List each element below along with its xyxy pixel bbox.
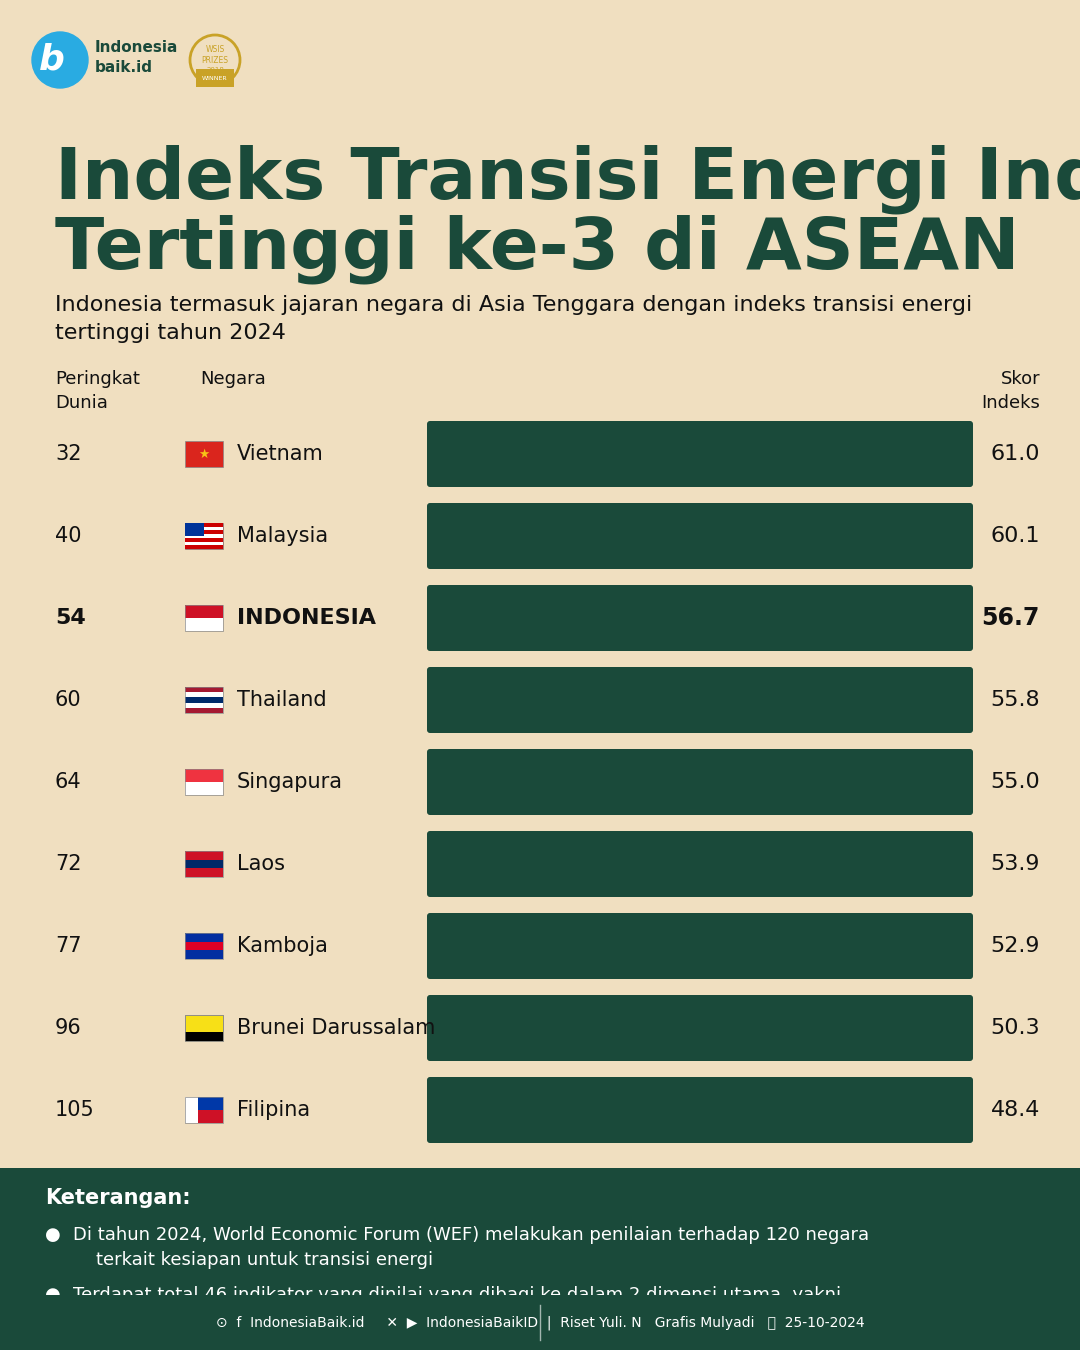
Bar [185,526,222,531]
Text: 2018: 2018 [206,68,224,73]
Bar [185,618,222,630]
Text: baik.id: baik.id [95,61,153,76]
Bar [185,769,222,782]
Text: Indonesia termasuk jajaran negara di Asia Tenggara dengan indeks transisi energi: Indonesia termasuk jajaran negara di Asi… [55,296,972,343]
Bar [185,933,222,942]
Text: 53.9: 53.9 [990,855,1040,873]
Text: 55.8: 55.8 [990,690,1040,710]
FancyBboxPatch shape [427,749,973,815]
FancyBboxPatch shape [427,1077,973,1143]
Text: –  performa sistem: – performa sistem [100,1318,269,1336]
Text: ⊙  f  IndonesiaBaik.id     ✕  ▶  IndonesiaBaikID  |  Riset Yuli. N   Grafis Muly: ⊙ f IndonesiaBaik.id ✕ ▶ IndonesiaBaikID… [216,1316,864,1330]
Bar [185,522,204,536]
Text: 40: 40 [55,526,81,545]
FancyBboxPatch shape [427,832,973,896]
Bar [185,1098,222,1123]
Text: Brunei Darussalam: Brunei Darussalam [237,1018,435,1038]
Bar [185,698,222,702]
Bar [185,605,222,630]
Bar [185,522,222,549]
Bar [185,537,222,541]
Bar [185,707,222,713]
Bar [185,687,222,693]
Bar [185,850,222,860]
Text: ●: ● [45,1226,60,1243]
Bar [185,1110,222,1123]
Bar [0,1168,1080,1295]
Text: Malaysia: Malaysia [237,526,328,545]
Text: 96: 96 [55,1018,82,1038]
Bar [185,441,222,467]
Text: 105: 105 [55,1100,95,1120]
Bar [185,693,222,698]
Text: INDONESIA: INDONESIA [237,608,376,628]
Text: 72: 72 [55,855,81,873]
Text: Indonesia: Indonesia [95,40,178,55]
Text: b: b [39,43,65,77]
Bar [185,687,222,713]
Text: 54: 54 [55,608,85,628]
Bar [185,545,222,549]
Text: Keterangan:: Keterangan: [45,1188,191,1208]
Text: 48.4: 48.4 [990,1100,1040,1120]
Text: Laos: Laos [237,855,285,873]
Bar [185,950,222,958]
Bar [0,1295,1080,1350]
Bar [185,1098,198,1123]
Text: Terdapat total 46 indikator yang dinilai yang dibagi ke dalam 2 dimensi utama, y: Terdapat total 46 indikator yang dinilai… [73,1287,841,1304]
Text: Vietnam: Vietnam [237,444,324,464]
Text: –  kesiapan transisi: – kesiapan transisi [100,1345,273,1350]
FancyBboxPatch shape [427,667,973,733]
Bar [185,769,222,795]
Text: 50.3: 50.3 [990,1018,1040,1038]
FancyBboxPatch shape [427,995,973,1061]
Text: Skor
Indeks: Skor Indeks [981,370,1040,412]
Text: 77: 77 [55,936,81,956]
Text: WSIS
PRIZES: WSIS PRIZES [202,46,229,65]
Text: 64: 64 [55,772,82,792]
Text: Thailand: Thailand [237,690,326,710]
Text: 60.1: 60.1 [990,526,1040,545]
Circle shape [32,32,87,88]
Text: ●: ● [45,1287,60,1304]
Bar [185,1015,222,1041]
Text: Filipina: Filipina [237,1100,310,1120]
FancyBboxPatch shape [427,421,973,487]
Text: Indeks Transisi Energi Indonesia: Indeks Transisi Energi Indonesia [55,144,1080,215]
Bar [185,535,222,537]
Text: 61.0: 61.0 [990,444,1040,464]
Bar [185,541,222,545]
Bar [185,868,222,878]
Text: Tertinggi ke-3 di ASEAN: Tertinggi ke-3 di ASEAN [55,215,1020,285]
Text: Singapura: Singapura [237,772,343,792]
FancyBboxPatch shape [427,913,973,979]
Text: WINNER: WINNER [202,76,228,81]
Text: 56.7: 56.7 [982,606,1040,630]
Bar [185,860,222,868]
Bar [185,702,222,707]
Bar [185,531,222,535]
FancyBboxPatch shape [427,585,973,651]
Bar [185,942,222,950]
Text: 52.9: 52.9 [990,936,1040,956]
Bar [185,522,222,526]
Bar [185,1098,222,1110]
Text: Di tahun 2024, World Economic Forum (WEF) melakukan penilaian terhadap 120 negar: Di tahun 2024, World Economic Forum (WEF… [73,1226,869,1269]
Bar [185,850,222,878]
Text: 60: 60 [55,690,82,710]
Text: ★: ★ [199,447,210,460]
Bar [185,1033,222,1041]
Text: 55.0: 55.0 [990,772,1040,792]
Bar [185,933,222,958]
Bar [185,1015,222,1041]
Text: Kamboja: Kamboja [237,936,328,956]
Text: 32: 32 [55,444,81,464]
Text: Peringkat
Dunia: Peringkat Dunia [55,370,140,412]
Bar [185,605,222,618]
Bar [185,782,222,795]
FancyBboxPatch shape [427,504,973,568]
Text: Negara: Negara [200,370,266,387]
